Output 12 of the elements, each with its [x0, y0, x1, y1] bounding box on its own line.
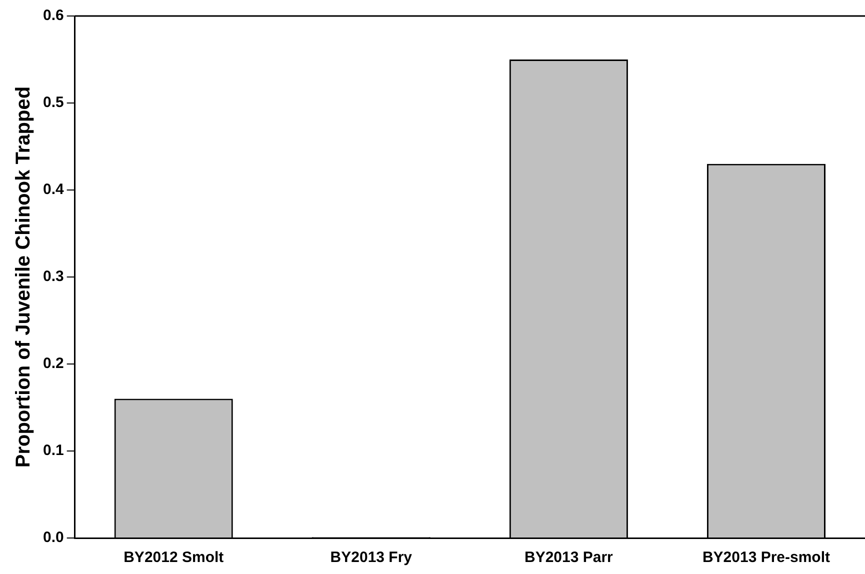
y-tick-label: 0.6 — [42, 7, 64, 24]
x-tick-label: BY2013 Fry — [330, 549, 413, 566]
y-tick-label: 0.4 — [42, 181, 64, 198]
y-tick-label: 0.2 — [42, 355, 64, 372]
x-tick-label: BY2012 Smolt — [124, 549, 224, 566]
y-tick-label: 0.1 — [42, 442, 64, 460]
y-tick-label: 0.3 — [42, 268, 64, 286]
y-tick-label: 0.0 — [42, 529, 64, 546]
x-tick-label: BY2013 Pre-smolt — [702, 549, 830, 566]
y-axis-title: Proportion of Juvenile Chinook Trapped — [12, 86, 35, 468]
y-tick-label: 0.5 — [42, 94, 64, 112]
x-tick-label: BY2013 Parr — [524, 549, 614, 566]
